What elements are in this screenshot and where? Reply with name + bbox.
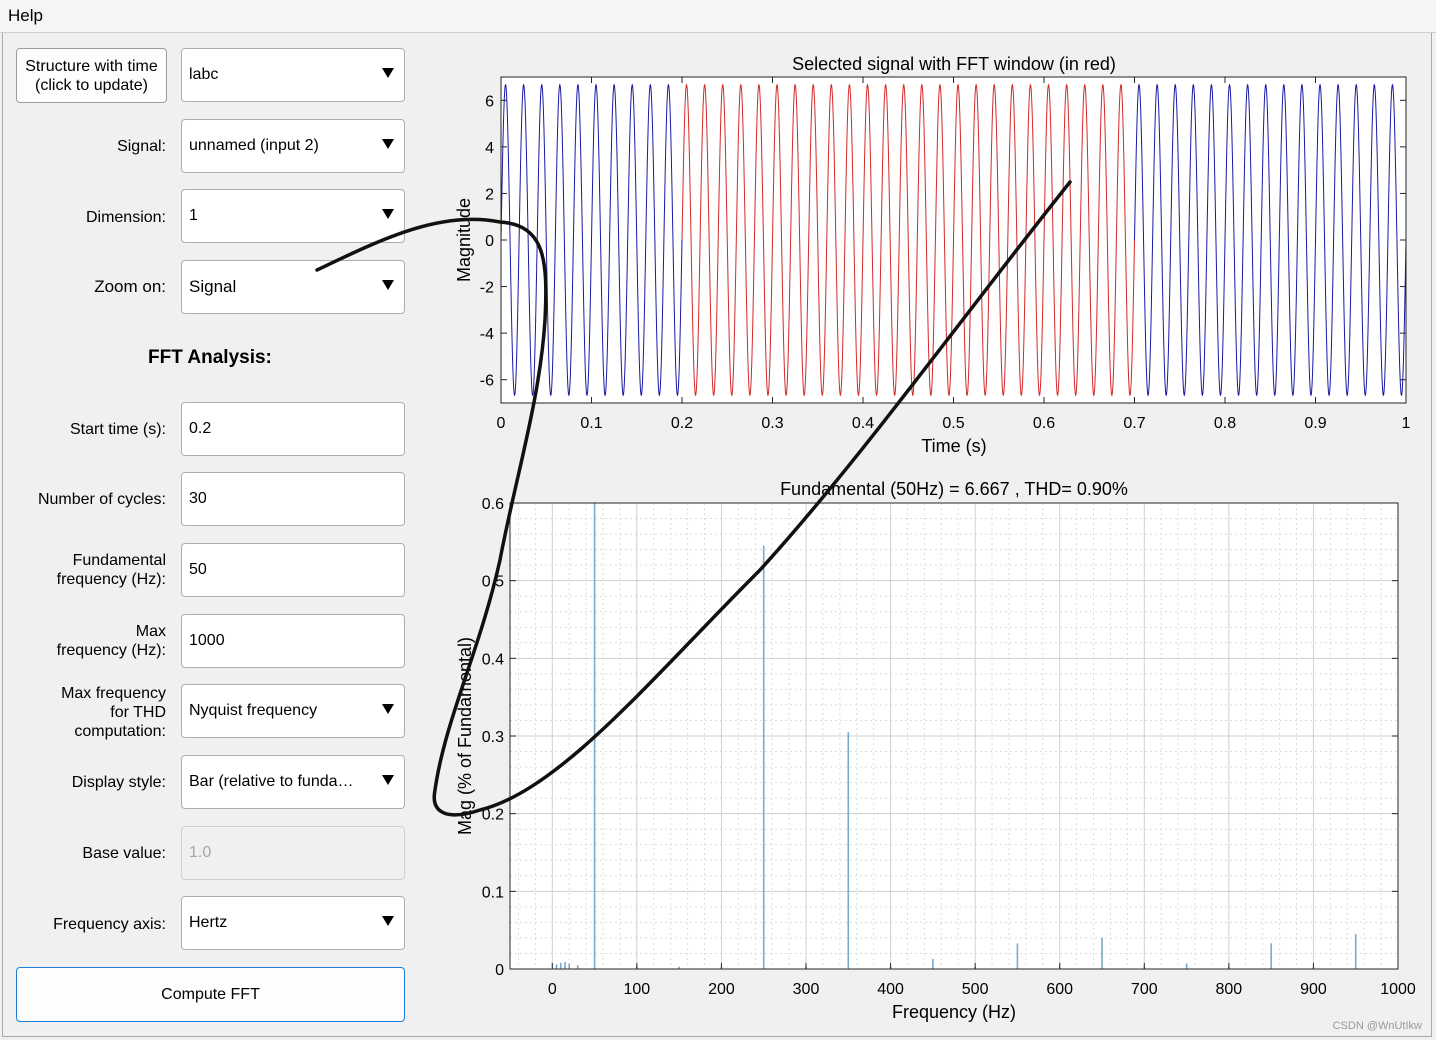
- y-tick-label: 0: [495, 962, 504, 979]
- fft-bar: [1354, 934, 1357, 969]
- fund-freq-label: Fundamental frequency (Hz):: [56, 552, 166, 588]
- y-tick-label: 0.1: [482, 884, 504, 901]
- fft-bar: [1016, 943, 1019, 969]
- fft-bar: [564, 962, 566, 969]
- y-tick-label: 0.3: [482, 729, 504, 746]
- chevron-down-icon: [382, 916, 394, 926]
- x-tick-label: 0.8: [1214, 415, 1236, 432]
- x-tick-label: 200: [708, 981, 735, 998]
- compute-fft-button[interactable]: Compute FFT: [16, 967, 405, 1022]
- watermark: CSDN @WnUtIkw: [1332, 1020, 1422, 1032]
- x-tick-label: 0.1: [580, 415, 602, 432]
- signal-chart-title: Selected signal with FFT window (in red): [792, 54, 1116, 74]
- hand-drawn-annotation: [315, 180, 1072, 817]
- chevron-down-icon: [382, 280, 394, 290]
- signal-series-3: [1134, 83, 1407, 397]
- menu-bar: Help: [0, 0, 1436, 33]
- x-tick-label: 0: [548, 981, 557, 998]
- x-tick-label: 700: [1131, 981, 1158, 998]
- x-tick-label: 0.3: [761, 415, 783, 432]
- fft-bar: [847, 732, 850, 969]
- x-tick-label: 800: [1216, 981, 1243, 998]
- cycles-label: Number of cycles:: [37, 491, 166, 508]
- structure-dropdown[interactable]: labc: [181, 48, 405, 102]
- y-tick-label: -6: [480, 373, 494, 390]
- chevron-down-icon: [382, 775, 394, 785]
- fft-chart-xlabel: Frequency (Hz): [892, 1002, 1016, 1022]
- x-tick-label: 500: [962, 981, 989, 998]
- fft-bar: [576, 965, 579, 969]
- fund-freq-input[interactable]: 50: [181, 543, 405, 597]
- y-tick-label: 0.2: [482, 807, 504, 824]
- y-tick-label: 0: [485, 233, 494, 250]
- x-tick-label: 0.5: [942, 415, 964, 432]
- thd-freq-dropdown[interactable]: Nyquist frequency: [181, 684, 405, 738]
- display-style-dropdown[interactable]: Bar (relative to funda…: [181, 755, 405, 809]
- x-tick-label: 100: [624, 981, 651, 998]
- x-tick-label: 400: [877, 981, 904, 998]
- y-tick-label: 4: [485, 140, 494, 157]
- menu-help[interactable]: Help: [8, 6, 43, 25]
- fft-bar: [568, 963, 570, 969]
- signal-chart-xlabel: Time (s): [921, 436, 986, 456]
- signal-series-1: [500, 83, 683, 397]
- x-tick-label: 0.9: [1304, 415, 1326, 432]
- structure-update-button[interactable]: Structure with time (click to update): [16, 48, 167, 103]
- fft-chart-ylabel: Mag (% of Fundamental): [455, 637, 475, 835]
- max-freq-input[interactable]: 1000: [181, 614, 405, 668]
- chevron-down-icon: [382, 209, 394, 219]
- x-tick-label: 0: [497, 415, 506, 432]
- dimension-dropdown[interactable]: 1: [181, 189, 405, 243]
- dimension-label: Dimension:: [85, 209, 166, 226]
- x-tick-label: 1000: [1380, 981, 1416, 998]
- x-tick-label: 900: [1300, 981, 1327, 998]
- fft-bar: [1185, 963, 1188, 969]
- chevron-down-icon: [382, 139, 394, 149]
- freq-axis-label: Frequency axis:: [53, 916, 166, 933]
- app-frame: [2, 33, 1432, 1037]
- start-time-input[interactable]: 0.2: [181, 402, 405, 456]
- fft-chart-title: Fundamental (50Hz) = 6.667 , THD= 0.90%: [780, 479, 1128, 499]
- y-tick-label: 2: [485, 186, 494, 203]
- fft-analysis-title: FFT Analysis:: [148, 347, 272, 368]
- x-tick-label: 600: [1046, 981, 1073, 998]
- y-tick-label: 0.6: [482, 496, 504, 513]
- signal-dropdown[interactable]: unnamed (input 2): [181, 119, 405, 173]
- y-tick-label: 6: [485, 93, 494, 110]
- signal-series-2: [681, 83, 1135, 397]
- chevron-down-icon: [382, 68, 394, 78]
- fft-chart: Fundamental (50Hz) = 6.667 , THD= 0.90% …: [455, 479, 1416, 1022]
- chevron-down-icon: [382, 704, 394, 714]
- y-tick-label: -2: [480, 280, 494, 297]
- signal-chart: Selected signal with FFT window (in red)…: [454, 54, 1411, 456]
- zoom-dropdown[interactable]: Signal: [181, 260, 405, 314]
- fft-bar: [1270, 943, 1272, 969]
- fft-bar: [932, 958, 934, 969]
- cycles-input[interactable]: 30: [181, 472, 405, 526]
- fft-bar: [559, 962, 562, 969]
- start-time-label: Start time (s):: [69, 421, 166, 438]
- y-tick-label: 0.4: [482, 651, 504, 668]
- signal-chart-ylabel: Magnitude: [454, 198, 474, 282]
- max-freq-label: Max frequency (Hz):: [56, 623, 166, 659]
- x-tick-label: 0.6: [1033, 415, 1055, 432]
- x-tick-label: 0.2: [671, 415, 693, 432]
- display-style-label: Display style:: [71, 774, 166, 791]
- fft-bar: [1101, 937, 1103, 969]
- zoom-label: Zoom on:: [94, 277, 166, 296]
- fft-bar: [678, 966, 680, 969]
- freq-axis-dropdown[interactable]: Hertz: [181, 896, 405, 950]
- thd-freq-label: Max frequency for THD computation:: [61, 685, 166, 740]
- fft-bar: [555, 964, 558, 969]
- fft-bar: [762, 545, 765, 969]
- y-tick-label: -4: [480, 326, 494, 343]
- x-tick-label: 0.4: [852, 415, 874, 432]
- base-value-label: Base value:: [82, 845, 166, 862]
- x-tick-label: 1: [1402, 415, 1411, 432]
- base-value-input: 1.0: [181, 826, 405, 880]
- x-tick-label: 0.7: [1123, 415, 1145, 432]
- signal-label: Signal:: [117, 138, 166, 155]
- x-tick-label: 300: [793, 981, 820, 998]
